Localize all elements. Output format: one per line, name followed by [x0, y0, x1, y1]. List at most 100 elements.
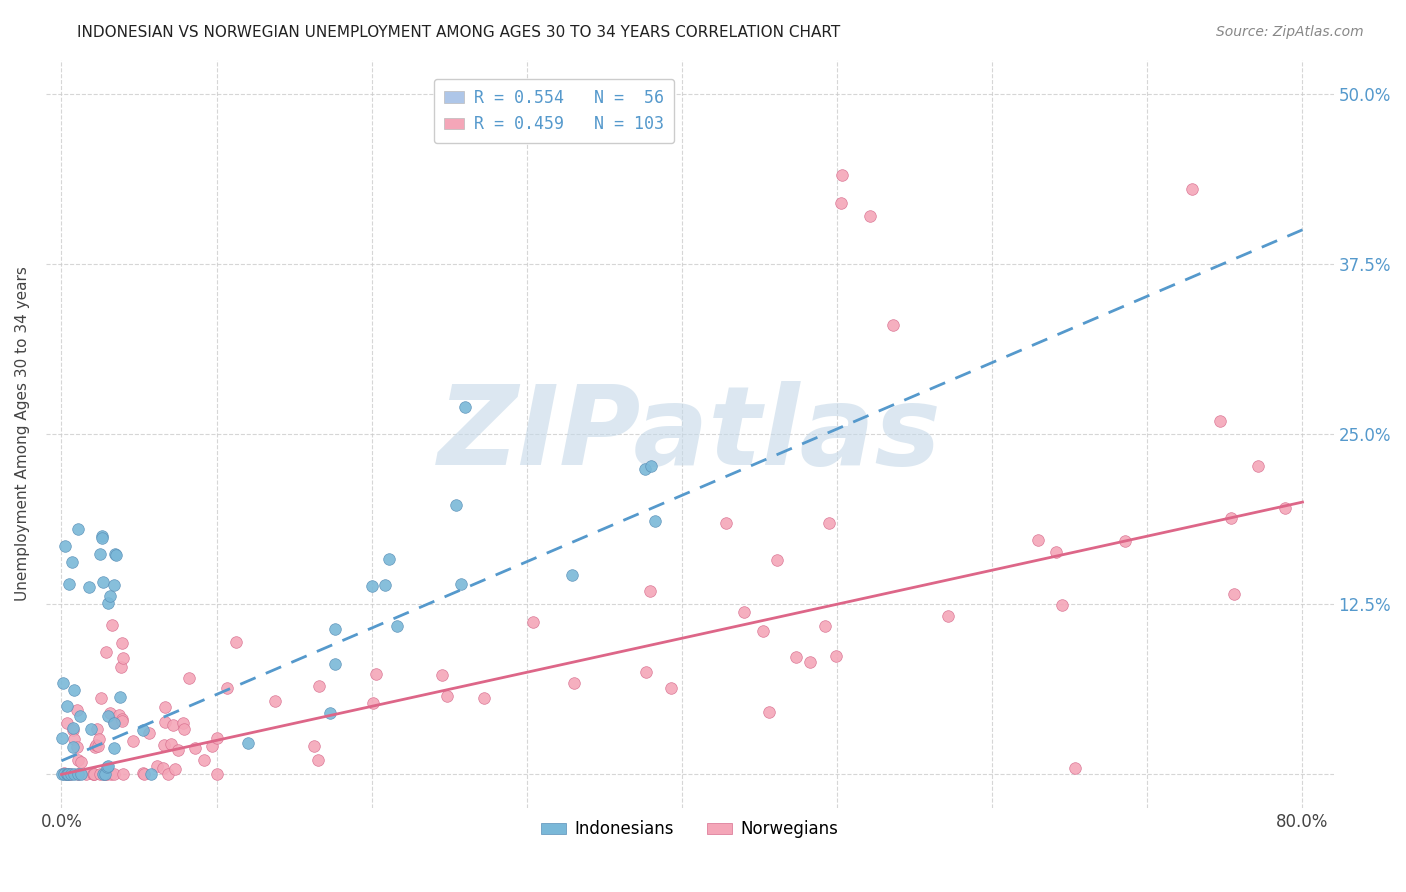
Point	[91, 767, 114, 781]
Point	[1050, 598, 1073, 612]
Point	[83, 767, 105, 781]
Point	[103, 767, 125, 781]
Text: Source: ZipAtlas.com: Source: ZipAtlas.com	[1216, 25, 1364, 39]
Point	[66, 703, 89, 717]
Point	[87, 739, 110, 754]
Point	[361, 579, 384, 593]
Legend: Indonesians, Norwegians: Indonesians, Norwegians	[534, 814, 845, 845]
Y-axis label: Unemployment Among Ages 30 to 34 years: Unemployment Among Ages 30 to 34 years	[15, 267, 30, 601]
Point	[155, 699, 177, 714]
Point	[152, 761, 174, 775]
Point	[131, 723, 153, 737]
Point	[830, 195, 852, 210]
Point	[522, 615, 544, 630]
Point	[134, 767, 156, 781]
Text: INDONESIAN VS NORWEGIAN UNEMPLOYMENT AMONG AGES 30 TO 34 YEARS CORRELATION CHART: INDONESIAN VS NORWEGIAN UNEMPLOYMENT AMO…	[77, 25, 841, 40]
Point	[785, 649, 807, 664]
Point	[62, 739, 84, 754]
Point	[100, 618, 122, 632]
Point	[1026, 533, 1049, 548]
Point	[1247, 458, 1270, 473]
Point	[152, 738, 174, 752]
Point	[98, 706, 121, 720]
Point	[205, 731, 228, 745]
Point	[96, 596, 118, 610]
Point	[87, 732, 110, 747]
Point	[63, 731, 86, 746]
Point	[110, 660, 132, 674]
Point	[91, 574, 114, 589]
Point	[83, 739, 105, 754]
Point	[184, 741, 207, 756]
Point	[83, 767, 105, 781]
Point	[62, 721, 84, 735]
Point	[56, 767, 79, 781]
Point	[564, 676, 586, 690]
Point	[1064, 761, 1087, 775]
Point	[323, 657, 346, 672]
Point	[70, 756, 93, 770]
Point	[93, 767, 115, 781]
Point	[472, 691, 495, 706]
Point	[112, 767, 135, 781]
Point	[1114, 533, 1136, 548]
Point	[644, 514, 666, 528]
Point	[108, 707, 131, 722]
Point	[831, 169, 853, 183]
Point	[55, 767, 77, 781]
Point	[60, 767, 83, 781]
Point	[66, 767, 89, 781]
Point	[103, 578, 125, 592]
Point	[111, 712, 134, 726]
Point	[53, 767, 76, 781]
Point	[162, 717, 184, 731]
Point	[173, 722, 195, 736]
Point	[100, 767, 122, 781]
Point	[201, 739, 224, 754]
Point	[91, 529, 114, 543]
Point	[818, 516, 841, 530]
Point	[94, 645, 117, 659]
Point	[97, 709, 120, 723]
Point	[156, 767, 179, 781]
Point	[56, 699, 79, 714]
Point	[77, 580, 100, 594]
Point	[75, 767, 97, 781]
Point	[766, 553, 789, 567]
Point	[799, 655, 821, 669]
Point	[96, 760, 118, 774]
Point	[55, 767, 77, 781]
Point	[103, 740, 125, 755]
Point	[659, 681, 682, 695]
Point	[363, 696, 385, 710]
Point	[52, 676, 75, 690]
Point	[132, 766, 155, 780]
Point	[236, 736, 259, 750]
Point	[56, 767, 79, 781]
Point	[432, 667, 454, 681]
Point	[63, 683, 86, 698]
Text: ZIPatlas: ZIPatlas	[437, 381, 942, 488]
Point	[69, 708, 91, 723]
Point	[1181, 182, 1204, 196]
Point	[112, 650, 135, 665]
Point	[70, 767, 93, 781]
Point	[103, 716, 125, 731]
Point	[366, 667, 388, 681]
Point	[84, 738, 107, 752]
Point	[66, 740, 89, 755]
Point	[714, 516, 737, 531]
Point	[882, 318, 904, 332]
Point	[859, 209, 882, 223]
Point	[205, 767, 228, 781]
Point	[378, 552, 401, 566]
Point	[93, 767, 115, 781]
Point	[436, 689, 458, 703]
Point	[51, 731, 73, 746]
Point	[56, 767, 79, 781]
Point	[374, 578, 396, 592]
Point	[86, 722, 108, 736]
Point	[91, 532, 114, 546]
Point	[936, 609, 959, 624]
Point	[62, 555, 84, 569]
